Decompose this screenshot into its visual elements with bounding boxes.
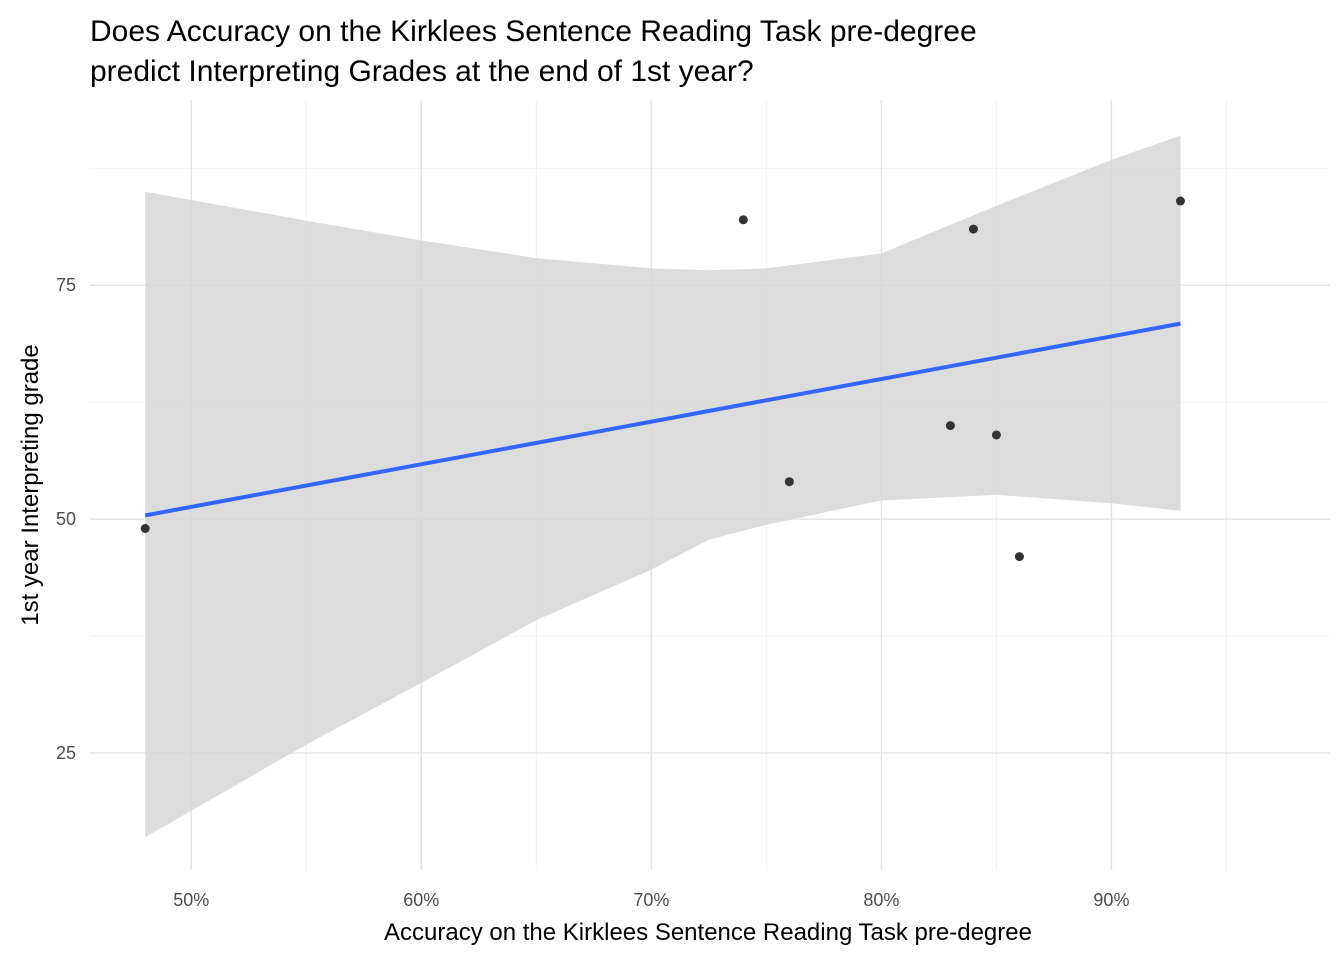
point bbox=[1175, 196, 1185, 206]
y-tick-label: 50 bbox=[56, 509, 76, 529]
point bbox=[945, 421, 955, 431]
y-tick-label: 25 bbox=[56, 743, 76, 763]
point bbox=[1014, 552, 1024, 562]
x-tick-label: 60% bbox=[403, 890, 439, 910]
point bbox=[968, 224, 978, 234]
point bbox=[991, 430, 1001, 440]
marks bbox=[140, 135, 1185, 838]
confidence-band bbox=[145, 135, 1181, 838]
x-tick-label: 50% bbox=[173, 890, 209, 910]
x-tick-label: 80% bbox=[863, 890, 899, 910]
regression-line bbox=[144, 321, 1181, 518]
point bbox=[738, 215, 748, 225]
y-axis-label: 1st year Interpreting grade bbox=[17, 344, 44, 626]
point bbox=[140, 524, 150, 534]
point bbox=[784, 477, 794, 487]
x-tick-label: 90% bbox=[1093, 890, 1129, 910]
y-tick-label: 75 bbox=[56, 275, 76, 295]
x-tick-label: 70% bbox=[633, 890, 669, 910]
chart-title: Does Accuracy on the Kirklees Sentence R… bbox=[90, 15, 977, 88]
x-axis-label: Accuracy on the Kirklees Sentence Readin… bbox=[384, 919, 1032, 946]
